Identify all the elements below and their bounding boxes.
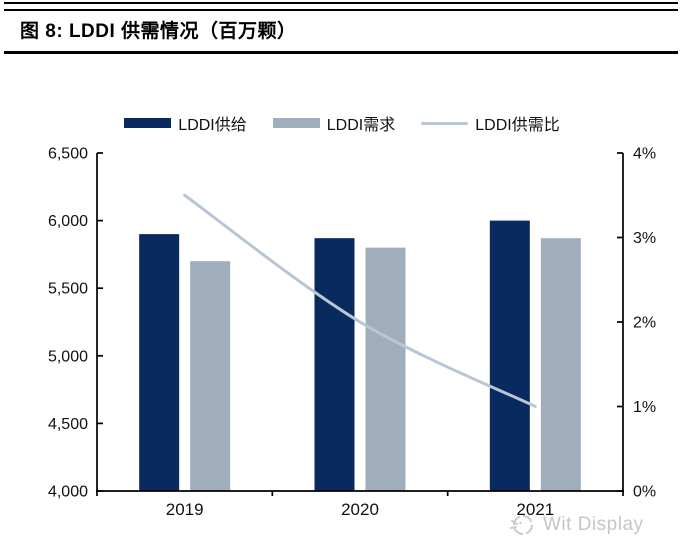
ratio-line xyxy=(183,193,537,408)
y-right-tick-label: 0% xyxy=(633,484,656,501)
top-rule-2 xyxy=(4,9,678,11)
legend-label-ratio: LDDI供需比 xyxy=(475,117,560,134)
y-left-tick-label: 5,500 xyxy=(48,281,88,298)
combo-chart-plot: 4,000 4,500 5,000 5,500 6,000 6,500 0% 1% 2% 3% 4%… xyxy=(48,146,656,520)
bar-supply-2019 xyxy=(139,234,180,491)
legend-label-demand: LDDI需求 xyxy=(326,117,396,134)
wit-display-watermark: Wit Display xyxy=(508,511,644,539)
demand-bar-swatch xyxy=(272,118,320,128)
y-left-tick-label: 4,000 xyxy=(48,484,88,501)
legend-item-ratio: LDDI供需比 xyxy=(421,111,560,135)
bar-supply-2021 xyxy=(489,220,530,491)
x-axis-label-2020: 2020 xyxy=(341,500,379,519)
chart-legend: LDDI供给 LDDI需求 LDDI供需比 xyxy=(0,111,684,135)
y-left-tick-label: 6,000 xyxy=(48,213,88,230)
legend-item-supply: LDDI供给 xyxy=(124,111,247,135)
y-right-tick-label: 2% xyxy=(633,315,656,332)
y-right-tick-label: 4% xyxy=(633,146,656,163)
bar-supply-2020 xyxy=(314,238,355,491)
legend-label-supply: LDDI供给 xyxy=(178,117,247,134)
bar-demand-2020 xyxy=(365,247,406,491)
y-right-tick-label: 1% xyxy=(633,399,656,416)
wit-display-logo-icon xyxy=(510,515,533,535)
ratio-line-swatch xyxy=(421,121,469,125)
title-underline-rule xyxy=(4,51,678,54)
bar-demand-2019 xyxy=(190,261,231,491)
y-left-tick-label: 5,000 xyxy=(48,348,88,365)
y-right-tick-label: 3% xyxy=(633,230,656,247)
x-axis-label-2021: 2021 xyxy=(516,500,554,519)
y-left-tick-label: 6,500 xyxy=(48,146,88,163)
x-axis-label-2019: 2019 xyxy=(166,500,204,519)
legend-item-demand: LDDI需求 xyxy=(272,111,396,135)
bar-demand-2021 xyxy=(540,238,581,491)
top-rule-1 xyxy=(4,2,678,4)
y-left-tick-label: 4,500 xyxy=(48,416,88,433)
figure-title: 图 8: LDDI 供需情况（百万颗） xyxy=(20,21,297,42)
supply-bar-swatch xyxy=(124,118,172,128)
watermark-text: Wit Display xyxy=(543,514,644,535)
